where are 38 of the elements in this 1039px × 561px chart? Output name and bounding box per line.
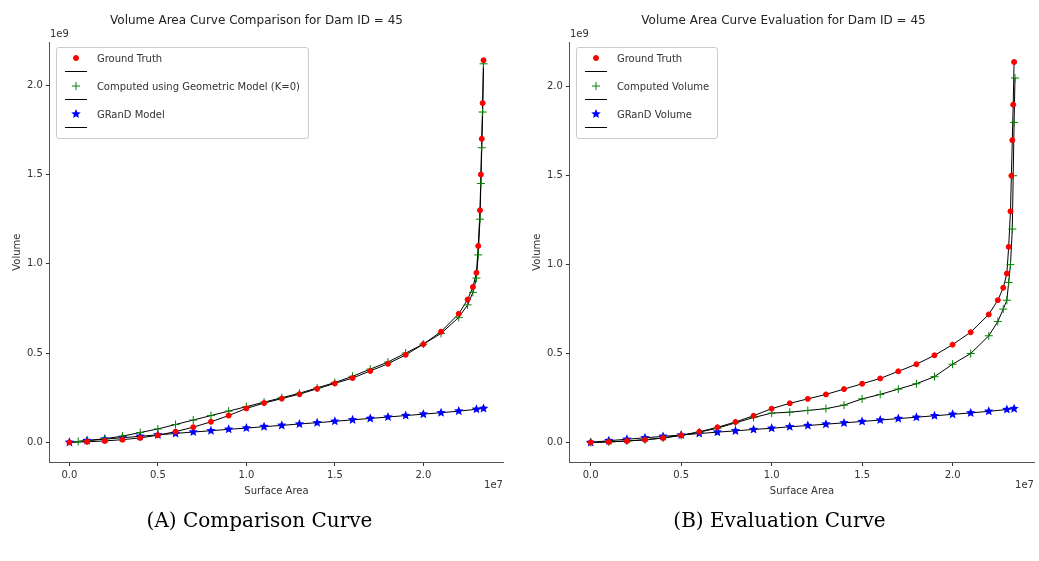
- y-tick-label: 1.0: [547, 258, 563, 270]
- x-tick-label: 2.0: [944, 468, 961, 480]
- y-tick-label: 2.0: [547, 80, 563, 92]
- text: 1e9: [569, 27, 589, 39]
- text: (A) Comparison Curve: [145, 508, 374, 532]
- y-tick-label: 1.5: [547, 169, 563, 181]
- y-tick-label: 2.0: [27, 78, 43, 90]
- chart-title: Volume Area Curve Evaluation for Dam ID = 45: [641, 13, 926, 28]
- legend-label: Ground Truth: [616, 52, 683, 64]
- x-tick-label: 0.0: [61, 468, 78, 480]
- x-tick-label: 2.0: [415, 468, 432, 480]
- text: (B) Evaluation Curve: [672, 508, 887, 532]
- y-tick-label: 0.0: [27, 435, 43, 447]
- y-axis-title: Volume: [530, 233, 542, 271]
- x-axis-title: Surface Area: [244, 484, 309, 496]
- y-tick-label: 1.5: [27, 168, 43, 180]
- legend-label: GRanD Volume: [616, 108, 692, 120]
- x-tick-label: 1.5: [854, 468, 871, 480]
- y-tick-label: 0.5: [547, 347, 563, 359]
- x-axis-title: Surface Area: [769, 484, 835, 496]
- text: 1e7: [484, 478, 503, 490]
- y-tick-label: 0.0: [547, 436, 563, 448]
- x-tick-label: 1.5: [326, 468, 343, 480]
- legend-label: Computed using Geometric Model (K=0): [96, 80, 300, 92]
- legend-label: GRanD Model: [96, 108, 165, 120]
- chart-title: Volume Area Curve Comparison for Dam ID = 45: [110, 13, 403, 28]
- x-tick-label: 0.5: [149, 468, 166, 480]
- legend-label: Computed Volume: [616, 80, 710, 92]
- x-tick-label: 1.0: [763, 468, 780, 480]
- y-axis-title: Volume: [10, 233, 22, 271]
- y-tick-label: 0.5: [27, 346, 43, 358]
- y-tick-label: 1.0: [27, 257, 43, 269]
- text: 1e7: [1015, 478, 1034, 490]
- x-tick-label: 0.5: [673, 468, 690, 480]
- text: 1e9: [49, 27, 69, 39]
- legend-label: Ground Truth: [96, 52, 163, 64]
- x-tick-label: 1.0: [238, 468, 255, 480]
- x-tick-label: 0.0: [582, 468, 599, 480]
